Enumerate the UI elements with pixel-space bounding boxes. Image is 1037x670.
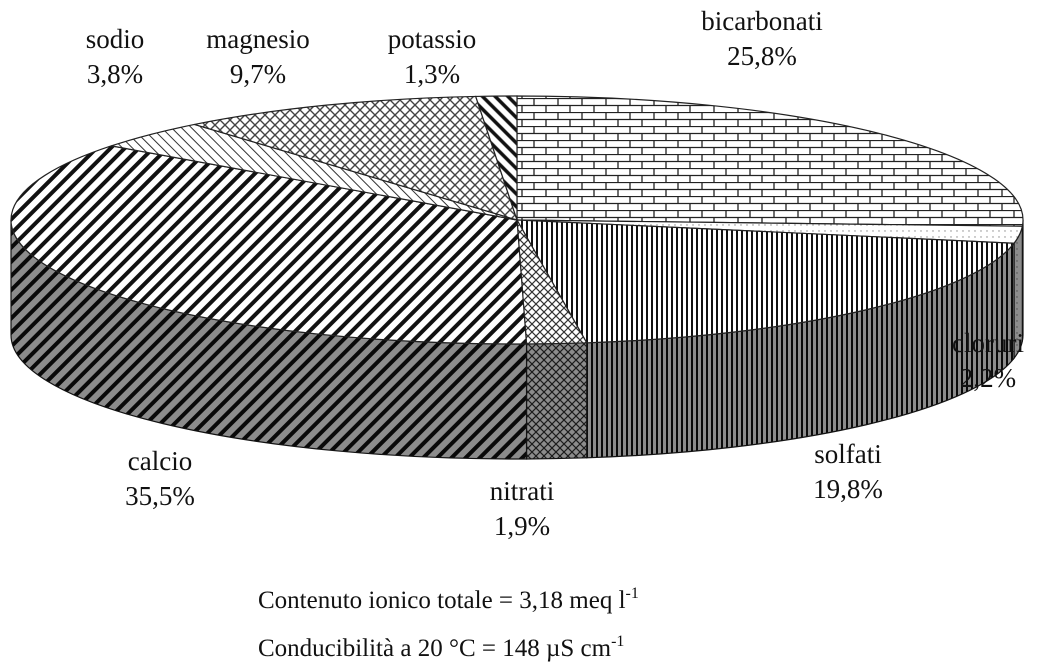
- annotation: Contenuto ionico totale = 3,18 meq l-1: [258, 585, 639, 614]
- slice-label: potassio: [388, 24, 477, 54]
- slice-value-label: 19,8%: [813, 474, 883, 504]
- slice-value-label: 9,7%: [230, 59, 286, 89]
- annotation-text: Conducibilità a 20 °C = 148 µS cm: [258, 635, 612, 662]
- labels: bicarbonati 25,8% cloruri 2,2% solfati 19,8% n…: [86, 6, 1024, 541]
- slice-label: nitrati: [490, 476, 554, 506]
- slice-value-label: 35,5%: [125, 481, 195, 511]
- slice: [516, 95, 1024, 227]
- slice-value-label: 1,9%: [494, 511, 550, 541]
- annotation-sup: -1: [626, 585, 639, 602]
- slice: [515, 219, 1016, 344]
- slice: [194, 95, 518, 221]
- slice-value-label: 2,2%: [960, 363, 1016, 393]
- slice-label: cloruri: [952, 328, 1024, 358]
- slice-value-label: 1,3%: [404, 59, 460, 89]
- annotation-sup: -1: [611, 633, 624, 650]
- slice-value-label: 25,8%: [727, 41, 797, 71]
- annotation-text: Contenuto ionico totale = 3,18 meq l: [258, 587, 626, 614]
- slice-label: calcio: [128, 446, 192, 476]
- annotation: Conducibilità a 20 °C = 148 µS cm-1: [258, 633, 624, 662]
- slice-label: magnesio: [206, 24, 309, 54]
- slice-label: sodio: [86, 24, 145, 54]
- slice: [474, 95, 518, 221]
- slice-label: bicarbonati: [701, 6, 822, 36]
- slice-side: [525, 342, 588, 460]
- slice-value-label: 3,8%: [87, 59, 143, 89]
- slice-label: solfati: [814, 439, 882, 469]
- pie-tops: [10, 95, 1024, 345]
- slice: [10, 145, 528, 345]
